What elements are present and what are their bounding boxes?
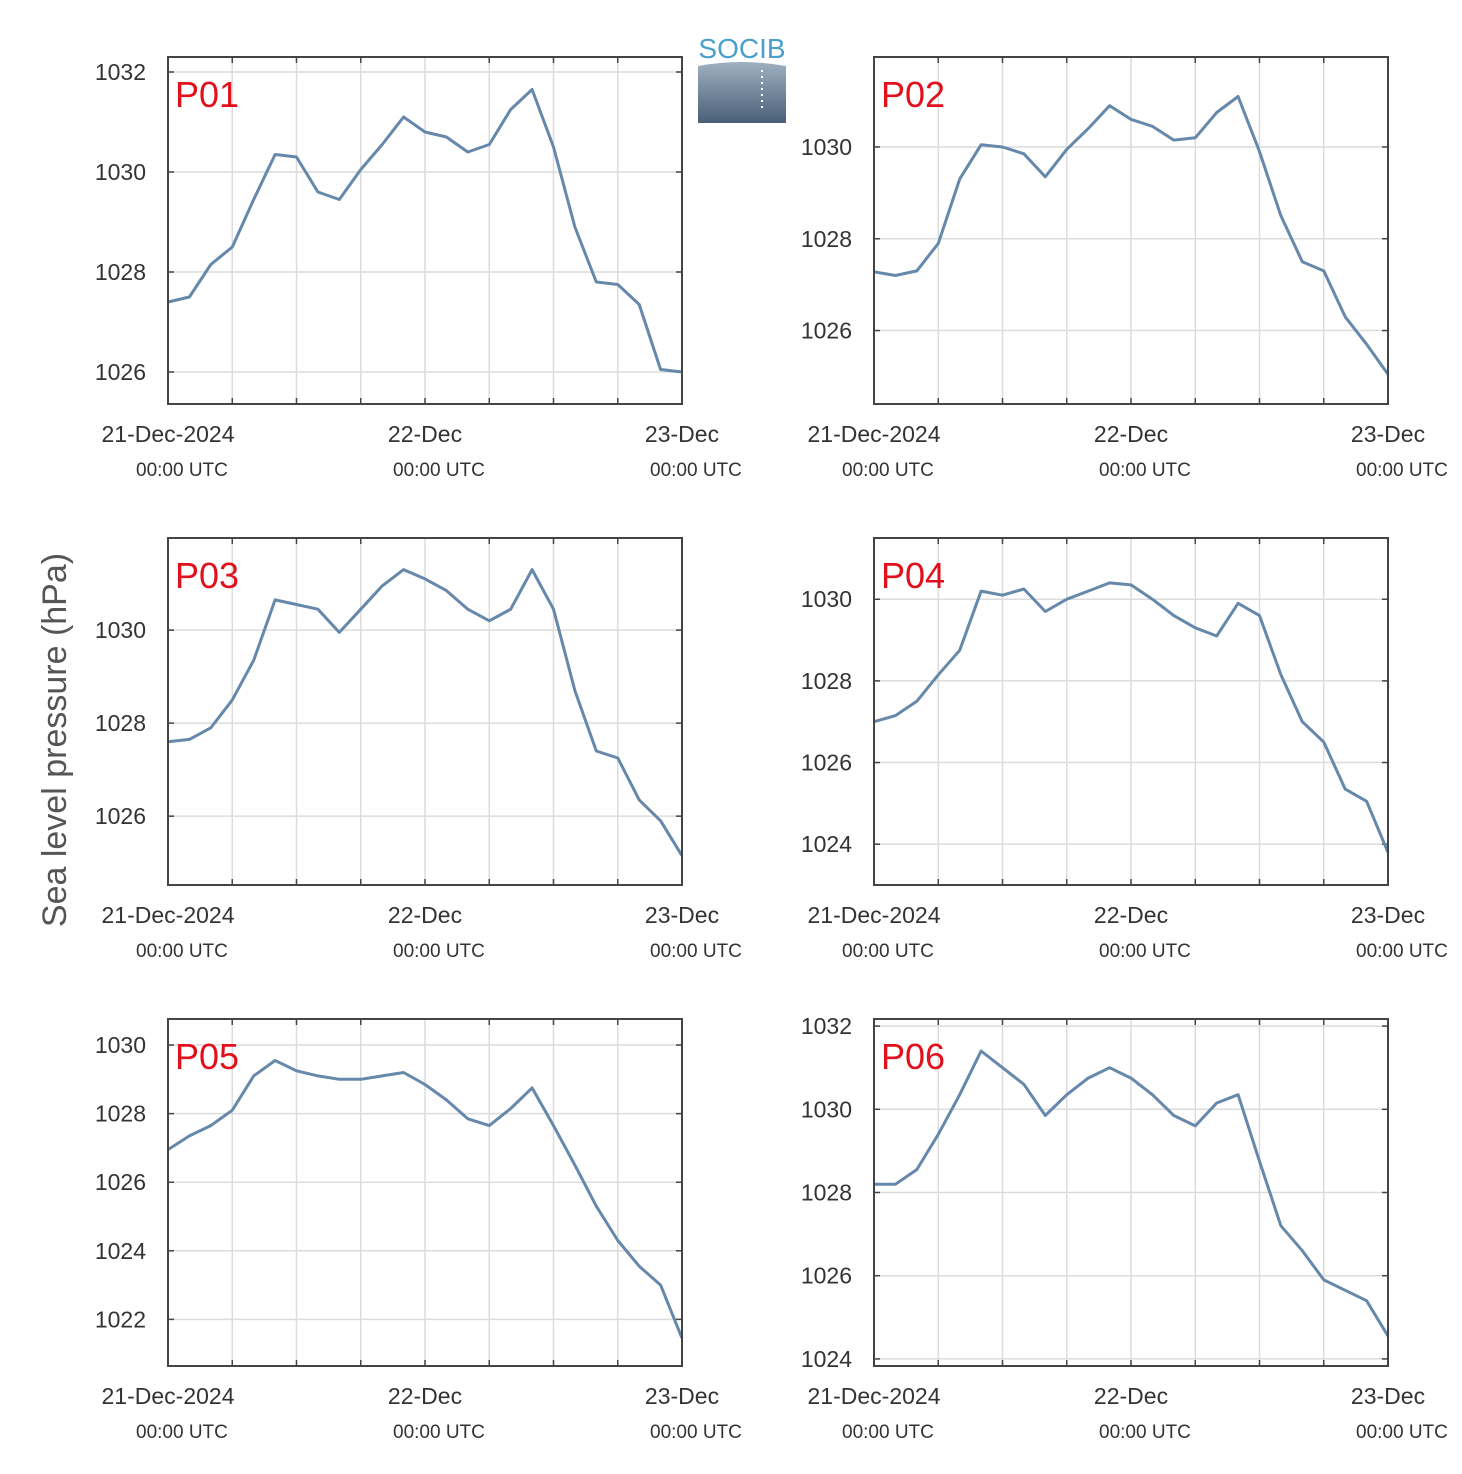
axes-frame [167, 1018, 683, 1367]
axes-frame [167, 537, 683, 886]
x-tick-sublabel: 00:00 UTC [842, 460, 934, 481]
y-tick-label: 1032 [801, 1013, 852, 1039]
y-axis-label: Sea level pressure (hPa) [36, 553, 74, 927]
y-tick-label: 1028 [801, 1180, 852, 1206]
x-tick-sublabel: 00:00 UTC [650, 460, 742, 481]
y-tick-label: 1022 [95, 1306, 146, 1332]
data-line [874, 1049, 1390, 1337]
panel: 21-Dec-2024 00:00 UTC 22-Dec 00:00 UTC 23-De… [95, 56, 742, 481]
data-line [873, 581, 1390, 853]
x-tick-sublabel: 00:00 UTC [1099, 941, 1191, 962]
x-tick-sublabel: 00:00 UTC [650, 941, 742, 962]
x-tick-label: 23-Dec [645, 421, 719, 447]
y-tick-label: 1030 [801, 134, 852, 160]
x-tick-label: 23-Dec [645, 1383, 719, 1409]
y-tick-label: 1024 [95, 1238, 146, 1264]
x-tick-sublabel: 00:00 UTC [1356, 1422, 1448, 1443]
x-tick-label: 23-Dec [1351, 902, 1425, 928]
x-tick-sublabel: 00:00 UTC [136, 460, 228, 481]
x-tick-label: 22-Dec [1094, 421, 1168, 447]
y-tick-label: 1030 [95, 617, 146, 643]
panel-title: P06 [881, 1036, 945, 1077]
y-tick-label: 1030 [801, 1096, 852, 1122]
panel: 21-Dec-2024 00:00 UTC 22-Dec 00:00 UTC 23-De… [801, 1013, 1448, 1443]
x-tick-sublabel: 00:00 UTC [650, 1422, 742, 1443]
x-tick-label: 21-Dec-2024 [102, 902, 235, 928]
y-tick-label: 1028 [95, 710, 146, 736]
y-tick-label: 1026 [801, 750, 852, 776]
x-tick-label: 23-Dec [1351, 421, 1425, 447]
axes-frame [873, 1018, 1389, 1367]
y-tick-label: 1028 [801, 668, 852, 694]
x-tick-sublabel: 00:00 UTC [393, 941, 485, 962]
x-tick-sublabel: 00:00 UTC [1356, 941, 1448, 962]
logo-shape [698, 62, 786, 123]
y-tick-label: 1024 [801, 831, 852, 857]
y-tick-label: 1026 [801, 1263, 852, 1289]
data-line [167, 568, 684, 857]
x-tick-sublabel: 00:00 UTC [136, 941, 228, 962]
y-tick-label: 1032 [95, 59, 146, 85]
axes-frame [167, 56, 683, 405]
x-tick-sublabel: 00:00 UTC [393, 460, 485, 481]
axes-frame [873, 56, 1389, 405]
x-tick-label: 22-Dec [388, 902, 462, 928]
x-tick-sublabel: 00:00 UTC [1099, 1422, 1191, 1443]
x-tick-label: 22-Dec [1094, 1383, 1168, 1409]
x-tick-label: 21-Dec-2024 [808, 1383, 941, 1409]
x-tick-label: 21-Dec-2024 [102, 421, 235, 447]
x-tick-sublabel: 00:00 UTC [842, 941, 934, 962]
logo-text: SOCIB [698, 33, 785, 64]
y-tick-label: 1028 [95, 1101, 146, 1127]
y-tick-label: 1030 [801, 586, 852, 612]
x-tick-sublabel: 00:00 UTC [842, 1422, 934, 1443]
data-line [873, 95, 1390, 376]
panel: 21-Dec-2024 00:00 UTC 22-Dec 00:00 UTC 23-De… [801, 56, 1448, 481]
y-tick-label: 1028 [95, 259, 146, 285]
y-tick-label: 1026 [95, 803, 146, 829]
x-tick-label: 22-Dec [388, 421, 462, 447]
panel-title: P04 [881, 555, 945, 596]
panel-title: P01 [175, 74, 239, 115]
y-tick-label: 1026 [801, 318, 852, 344]
panel: 21-Dec-2024 00:00 UTC 22-Dec 00:00 UTC 23-De… [801, 537, 1448, 962]
y-tick-label: 1026 [95, 1169, 146, 1195]
y-tick-label: 1026 [95, 359, 146, 385]
x-tick-label: 23-Dec [645, 902, 719, 928]
panel: 21-Dec-2024 00:00 UTC 22-Dec 00:00 UTC 23-De… [95, 1018, 742, 1443]
axes-frame [873, 537, 1389, 886]
x-tick-label: 22-Dec [388, 1383, 462, 1409]
x-tick-label: 22-Dec [1094, 902, 1168, 928]
panel-title: P05 [175, 1036, 239, 1077]
y-tick-label: 1024 [801, 1346, 852, 1372]
y-tick-label: 1028 [801, 226, 852, 252]
data-line [167, 1059, 684, 1339]
x-tick-label: 21-Dec-2024 [808, 421, 941, 447]
panel: 21-Dec-2024 00:00 UTC 22-Dec 00:00 UTC 23-De… [95, 537, 742, 962]
panel-title: P02 [881, 74, 945, 115]
x-tick-label: 21-Dec-2024 [102, 1383, 235, 1409]
x-tick-sublabel: 00:00 UTC [393, 1422, 485, 1443]
x-tick-sublabel: 00:00 UTC [1356, 460, 1448, 481]
x-tick-label: 21-Dec-2024 [808, 902, 941, 928]
x-tick-sublabel: 00:00 UTC [136, 1422, 228, 1443]
x-tick-sublabel: 00:00 UTC [1099, 460, 1191, 481]
logo: SOCIB [698, 33, 786, 123]
x-tick-label: 23-Dec [1351, 1383, 1425, 1409]
panel-title: P03 [175, 555, 239, 596]
y-tick-label: 1030 [95, 159, 146, 185]
y-tick-label: 1030 [95, 1032, 146, 1058]
data-line [167, 88, 683, 374]
